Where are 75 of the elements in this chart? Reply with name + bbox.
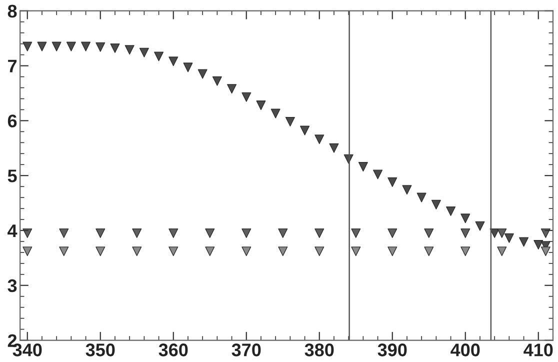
point [278,228,288,238]
point [52,42,62,52]
point [132,228,142,238]
point [132,246,142,256]
y-tick-label: 5 [8,170,17,182]
point [300,126,310,136]
y-tick-label: 7 [8,60,17,72]
x-tick-label: 360 [158,344,188,356]
point [154,52,164,62]
point [242,228,252,238]
point [227,84,237,94]
point [497,246,507,256]
point [446,206,456,216]
point [59,228,69,238]
x-tick-label: 410 [524,344,553,356]
point [124,45,134,55]
point [373,170,383,180]
point [22,246,32,256]
x-tick-label: 400 [450,344,480,356]
point [497,228,507,238]
point [540,246,550,256]
point [351,246,361,256]
point [416,192,426,202]
point [285,117,295,127]
point [460,246,470,256]
point [37,42,47,52]
point [96,42,106,52]
point [424,246,434,256]
point [81,42,91,52]
point [460,214,470,224]
point [424,228,434,238]
y-tick-label: 8 [8,4,17,18]
point [314,246,324,256]
point [212,76,222,86]
point [59,246,69,256]
y-tick-label: 4 [8,224,18,238]
point [475,221,485,231]
point [314,228,324,238]
point [205,228,215,238]
y-tick-label: 6 [8,114,17,128]
point [431,200,441,210]
point [96,246,106,256]
x-tick-label: 390 [378,344,407,356]
point [205,246,215,256]
point [139,48,149,58]
point [110,43,120,53]
point [198,69,208,79]
point [66,42,76,52]
x-tick-label: 350 [86,344,115,356]
point [22,42,32,52]
point [388,246,398,256]
point [402,185,412,195]
point [168,228,178,238]
point [534,240,544,250]
point [96,228,106,238]
point [460,228,470,238]
point [183,62,193,72]
point [388,177,398,187]
point [270,108,280,118]
point [351,228,361,238]
point [278,246,288,256]
point [519,237,529,247]
point [358,162,368,172]
point [504,233,514,243]
x-tick-label: 370 [232,344,261,356]
point [329,143,339,153]
y-tick-label: 3 [8,279,17,292]
point [388,228,398,238]
point [242,92,252,102]
point [242,246,252,256]
point [256,100,266,110]
point [314,134,324,144]
point [168,246,178,256]
point [168,56,178,66]
x-tick-label: 380 [304,344,334,356]
